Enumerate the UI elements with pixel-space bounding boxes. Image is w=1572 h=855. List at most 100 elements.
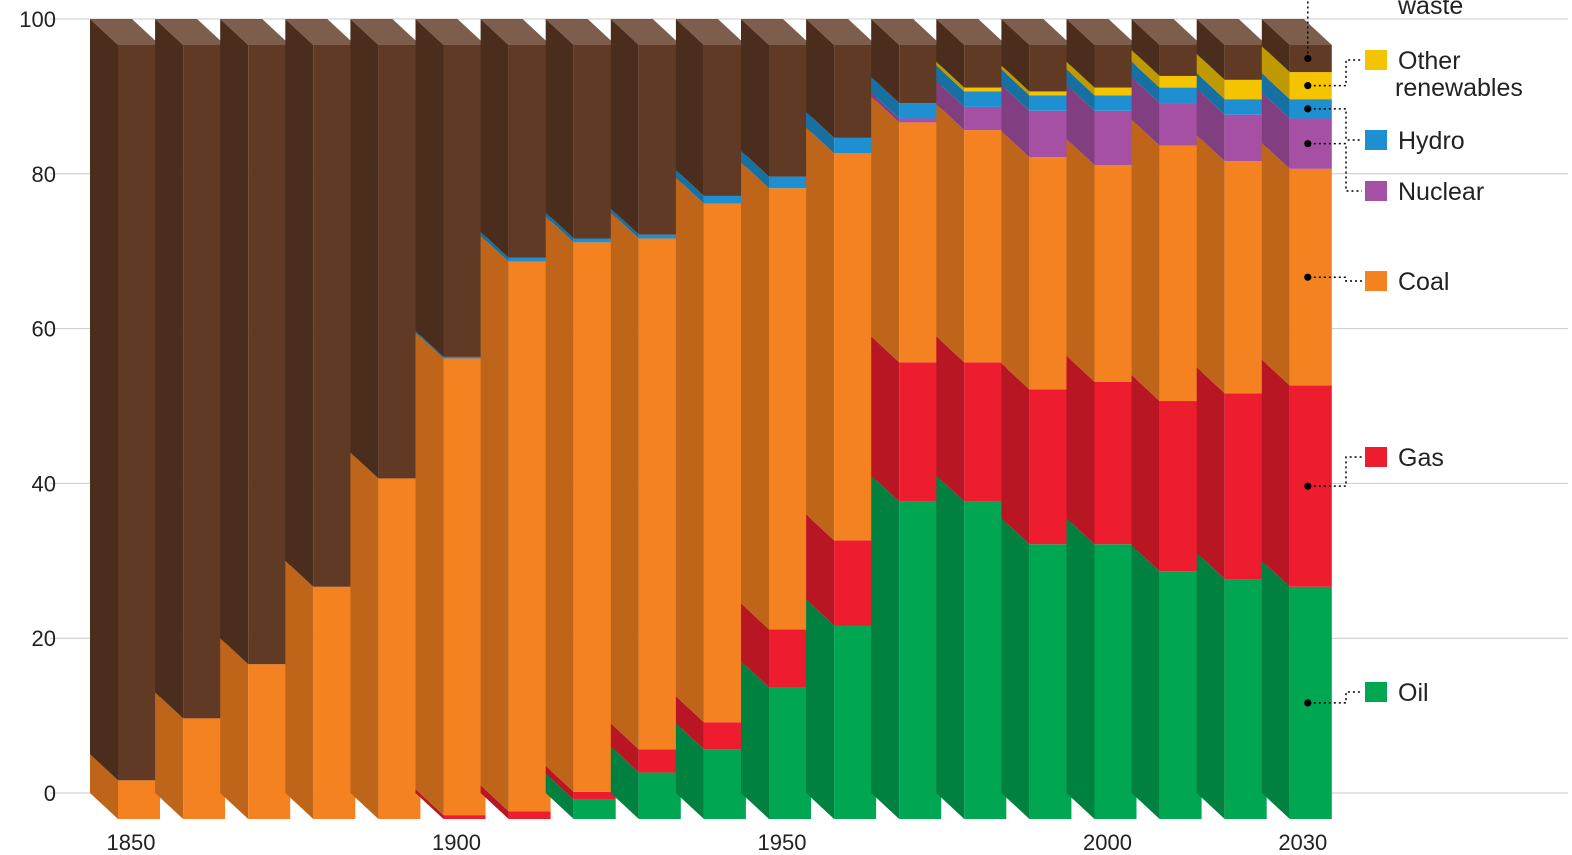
bar-segment-coal-2000	[1094, 164, 1137, 382]
bar-side-biomass-and-waste-1980	[936, 19, 965, 88]
bar-segment-other-renewables-2010	[1159, 75, 1202, 88]
bar-segment-hydro-2010	[1159, 87, 1202, 104]
bar-segment-nuclear-1970	[899, 118, 942, 123]
bar-side-gas-1970	[871, 336, 900, 502]
bar-segment-biomass-and-waste-1920	[573, 45, 616, 239]
bar-segment-hydro-1940	[703, 195, 746, 204]
bar-side-other-renewables-2010	[1131, 49, 1160, 88]
bar-side-coal-1990	[1001, 131, 1030, 390]
y-tick-100: 100	[19, 7, 56, 32]
bar-segment-nuclear-2000	[1094, 110, 1137, 165]
bar-segment-nuclear-1980	[964, 106, 1007, 131]
bar-1850	[90, 19, 160, 819]
bar-side-nuclear-2020	[1196, 88, 1225, 162]
x-axis-ticks: 1850 1900 1950 2000 2030	[107, 830, 1328, 855]
bar-side-biomass-and-waste-1930	[610, 19, 639, 235]
legend-swatch-other-renewables	[1365, 50, 1387, 70]
bar-1940	[675, 19, 746, 819]
bar-side-oil-1940	[675, 723, 704, 819]
legend-label-other-renewables-line2: renewables	[1395, 74, 1523, 102]
bar-segment-biomass-and-waste-1880	[313, 45, 356, 587]
bar-side-hydro-2030	[1261, 73, 1290, 119]
bar-side-hydro-1950	[741, 150, 769, 189]
bars	[90, 19, 1332, 819]
bar-top-1910	[480, 19, 551, 45]
bar-segment-other-renewables-2000	[1094, 87, 1137, 96]
legend-marker-biomass-and-waste	[1304, 54, 1312, 63]
bar-segment-coal-1980	[964, 130, 1007, 363]
bar-side-coal-1920	[545, 216, 574, 792]
bar-segment-coal-1860	[183, 718, 226, 819]
y-tick-0: 0	[44, 781, 56, 806]
bar-segment-gas-1920	[573, 791, 616, 800]
bar-segment-coal-2020	[1224, 161, 1267, 394]
bar-1950	[741, 19, 811, 819]
bar-side-biomass-and-waste-2010	[1131, 19, 1160, 76]
bar-side-hydro-1920	[545, 212, 574, 243]
bar-side-gas-2020	[1196, 367, 1225, 580]
bar-side-hydro-1990	[1001, 69, 1030, 111]
bar-side-hydro-2010	[1131, 61, 1160, 104]
bar-segment-coal-1940	[703, 203, 746, 723]
bar-segment-biomass-and-waste-2000	[1094, 45, 1137, 88]
bar-segment-oil-2020	[1224, 579, 1267, 819]
bar-segment-hydro-1960	[834, 137, 877, 154]
bar-side-other-renewables-2000	[1066, 61, 1095, 96]
bar-segment-other-renewables-1980	[964, 87, 1007, 92]
bar-segment-gas-1940	[703, 722, 746, 750]
y-tick-80: 80	[32, 162, 56, 187]
bar-side-gas-2000	[1066, 355, 1095, 545]
legend-label-oil: Oil	[1398, 679, 1429, 707]
bar-segment-coal-2010	[1159, 145, 1202, 402]
legend-leader-hydro	[1313, 108, 1362, 141]
legend-leader-coal	[1313, 276, 1362, 282]
bar-segment-coal-1930	[638, 238, 681, 750]
bar-segment-oil-1970	[899, 501, 942, 819]
bar-side-biomass-and-waste-1900	[415, 19, 444, 357]
bar-segment-oil-1960	[834, 625, 877, 819]
bar-segment-nuclear-1990	[1029, 110, 1072, 158]
bar-side-biomass-and-waste-1960	[806, 19, 835, 138]
bar-segment-oil-1930	[638, 772, 681, 819]
bar-side-oil-2010	[1131, 545, 1160, 819]
bar-segment-biomass-and-waste-1970	[899, 45, 942, 104]
bar-side-gas-1900	[415, 789, 444, 819]
bar-top-1990	[1001, 19, 1072, 45]
bar-side-nuclear-1970	[871, 92, 900, 123]
bar-side-coal-1900	[415, 332, 444, 816]
bar-top-1860	[155, 19, 226, 45]
bar-side-biomass-and-waste-2030	[1261, 19, 1290, 73]
bar-segment-hydro-1910	[508, 257, 551, 262]
bar-side-biomass-and-waste-1860	[155, 19, 184, 719]
bar-segment-hydro-1920	[573, 238, 616, 243]
bar-side-oil-2020	[1196, 553, 1225, 819]
bar-side-oil-1970	[871, 475, 900, 819]
bar-1990	[1001, 19, 1072, 819]
bar-segment-gas-1970	[899, 362, 942, 502]
bar-side-coal-2020	[1196, 135, 1225, 394]
legend-label-nuclear: Nuclear	[1398, 178, 1484, 206]
bar-segment-gas-1900	[443, 815, 486, 819]
bar-top-2000	[1066, 19, 1137, 45]
bar-side-coal-2010	[1131, 119, 1160, 402]
y-axis-ticks: 0 20 40 60 80 100	[19, 7, 56, 806]
bar-segment-oil-1920	[573, 799, 616, 819]
bar-segment-oil-2000	[1094, 544, 1137, 819]
bar-top-2030	[1261, 19, 1332, 45]
bar-segment-biomass-and-waste-1990	[1029, 45, 1072, 92]
bar-segment-gas-1930	[638, 749, 681, 773]
legend-swatch-gas	[1365, 447, 1387, 467]
legend-marker-other-renewables	[1304, 82, 1312, 90]
bar-segment-oil-1940	[703, 749, 746, 819]
bar-side-coal-2000	[1066, 138, 1095, 382]
legend-leader-nuclear	[1313, 142, 1362, 192]
bar-side-gas-1990	[1001, 363, 1030, 545]
bar-top-1890	[350, 19, 421, 45]
bar-segment-oil-1980	[964, 501, 1007, 819]
x-tick-2000: 2000	[1083, 830, 1132, 855]
bar-side-biomass-and-waste-1990	[1001, 19, 1030, 92]
bar-side-biomass-and-waste-1870	[220, 19, 249, 665]
legend-label-coal: Coal	[1398, 268, 1449, 296]
bar-segment-coal-1890	[378, 478, 421, 819]
bar-side-gas-2010	[1131, 375, 1160, 572]
